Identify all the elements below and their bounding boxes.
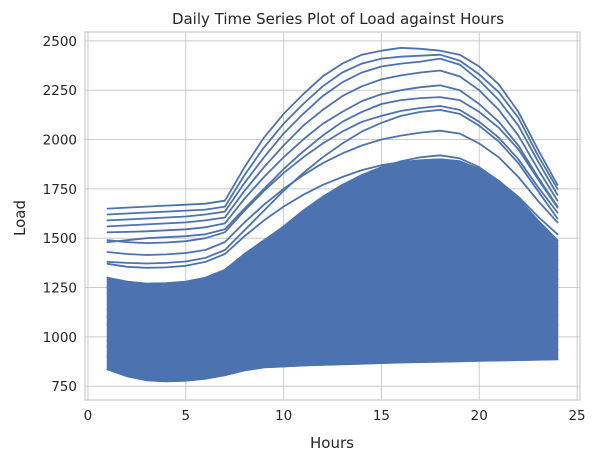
x-tick-label: 25 [568, 408, 585, 424]
x-tick-label: 20 [471, 408, 488, 424]
y-tick-label: 1000 [43, 330, 77, 346]
series-line [106, 284, 559, 337]
x-tick-label: 15 [373, 408, 390, 424]
y-tick-label: 1500 [43, 231, 77, 247]
plot-frame [84, 31, 581, 401]
series-line [106, 69, 559, 228]
x-tick-label: 5 [181, 408, 190, 424]
series-line [106, 46, 559, 210]
series-layer [106, 46, 559, 383]
y-tick-label: 750 [51, 379, 77, 395]
y-tick-label: 2500 [43, 34, 77, 50]
series-line [106, 254, 559, 318]
chart-title: Daily Time Series Plot of Load against H… [172, 10, 504, 28]
x-axis-label: Hours [310, 434, 354, 452]
x-tick-label: 10 [275, 408, 292, 424]
series-line [106, 84, 559, 234]
series-line [106, 189, 559, 285]
series-line [106, 109, 559, 265]
y-tick-label: 2250 [43, 83, 77, 99]
series-line [106, 358, 559, 383]
series-line [106, 273, 559, 356]
series-line [106, 221, 559, 301]
y-axis-label: Load [11, 200, 29, 236]
series-line [106, 96, 559, 243]
series-line [106, 312, 559, 355]
y-tick-label: 1750 [43, 182, 77, 198]
y-tick-label: 1250 [43, 281, 77, 297]
series-line [106, 105, 559, 244]
x-tick-label: 0 [84, 408, 93, 424]
y-tick-label: 2000 [43, 133, 77, 149]
series-line [106, 154, 559, 292]
series-line [106, 158, 559, 269]
y-axis-ticks: 750 1000 1250 1500 1750 2000 2250 2500 [43, 34, 77, 395]
series-line [106, 205, 559, 324]
x-axis-ticks: 0 5 10 15 20 25 [84, 408, 586, 424]
series-line [106, 343, 559, 372]
series-line [106, 129, 559, 256]
series-line [106, 57, 559, 222]
series-line [106, 53, 559, 216]
